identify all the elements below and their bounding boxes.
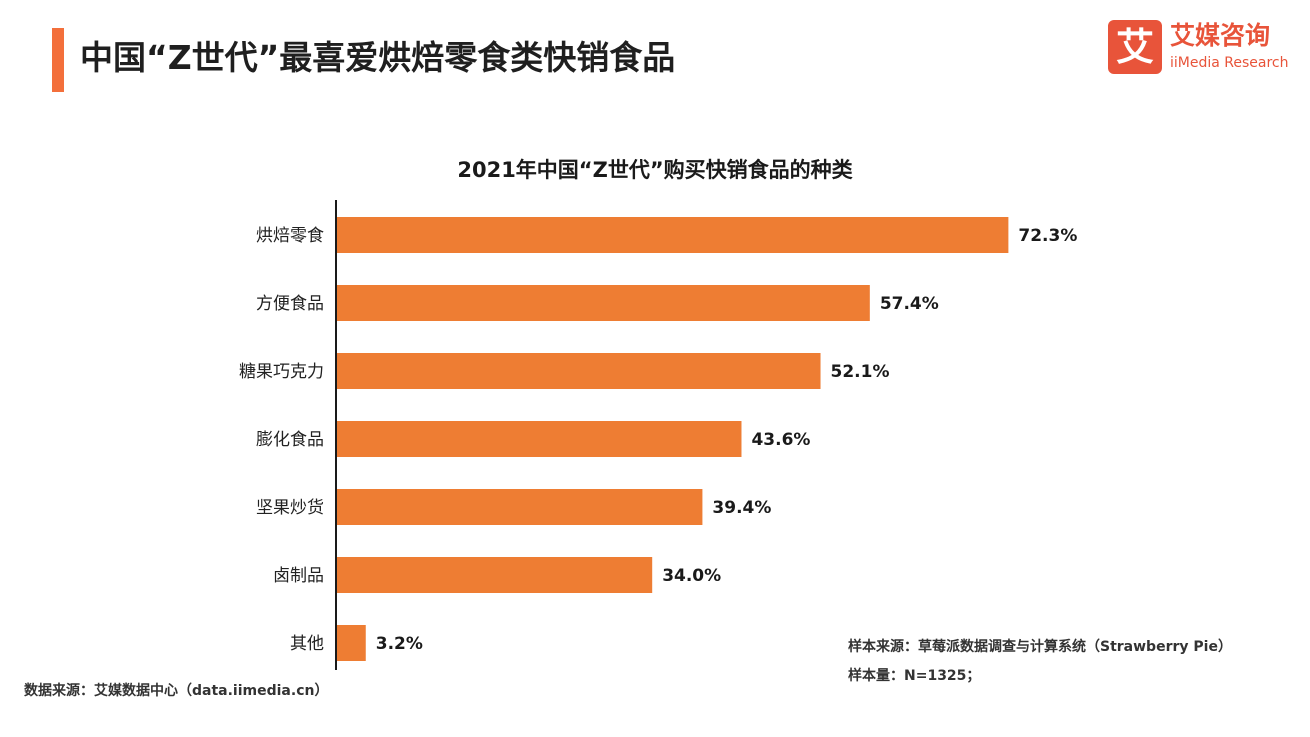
- category-label-4: 坚果炒货: [256, 498, 324, 518]
- value-label-6: 3.2%: [376, 634, 423, 654]
- brand-mark-icon: 艾: [1108, 20, 1162, 74]
- category-label-2: 糖果巧克力: [239, 362, 324, 382]
- category-label-6: 其他: [290, 634, 324, 654]
- bar-1: [336, 285, 870, 321]
- category-label-3: 膨化食品: [256, 430, 324, 450]
- brand-logo: 艾 艾媒咨询 iiMedia Research: [1108, 20, 1298, 76]
- bar-6: [336, 625, 366, 661]
- chart-title: 2021年中国“Z世代”购买快销食品的种类: [457, 158, 853, 182]
- bar-0: [336, 217, 1009, 253]
- sample-size-note: 样本量：N=1325；: [848, 668, 981, 684]
- value-label-3: 43.6%: [751, 430, 810, 450]
- value-label-0: 72.3%: [1018, 226, 1077, 246]
- sample-source-note: 样本来源：草莓派数据调查与计算系统（Strawberry Pie）: [848, 639, 1232, 655]
- title-accent-bar: [52, 28, 64, 92]
- category-label-1: 方便食品: [256, 294, 324, 314]
- brand-name-cn: 艾媒咨询: [1170, 21, 1271, 50]
- value-label-1: 57.4%: [880, 294, 939, 314]
- bar-5: [336, 557, 653, 593]
- category-label-5: 卤制品: [273, 566, 324, 586]
- value-label-4: 39.4%: [712, 498, 771, 518]
- value-label-5: 34.0%: [662, 566, 721, 586]
- brand-name-en: iiMedia Research: [1170, 55, 1289, 71]
- data-source-footer: 数据来源：艾媒数据中心（data.iimedia.cn）: [24, 683, 329, 699]
- bar-2: [336, 353, 821, 389]
- bar-3: [336, 421, 742, 457]
- category-label-0: 烘焙零食: [256, 226, 324, 246]
- page-title: 中国“Z世代”最喜爱烘焙零食类快销食品: [80, 38, 676, 77]
- value-label-2: 52.1%: [831, 362, 890, 382]
- bar-4: [336, 489, 703, 525]
